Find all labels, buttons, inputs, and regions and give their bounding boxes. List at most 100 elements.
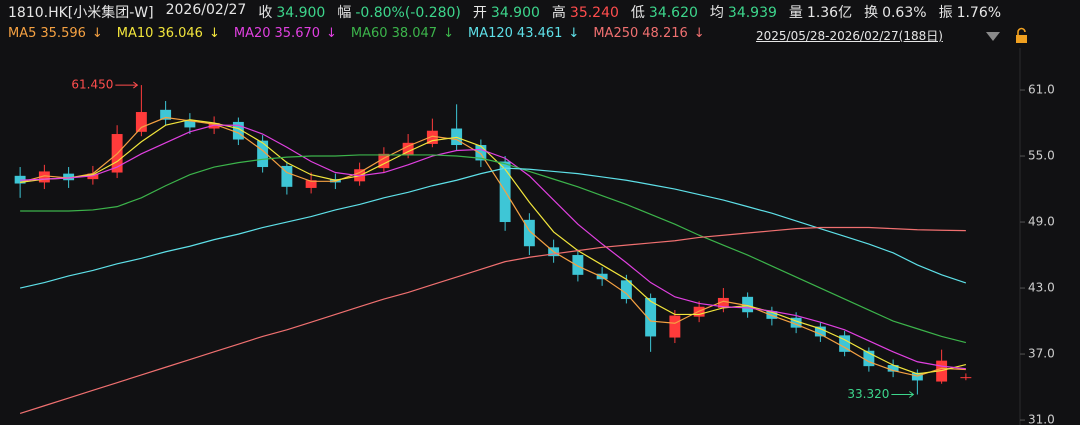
quote-field: 1810.HK[小米集团-W]: [8, 2, 154, 22]
legend-trend: ↓: [443, 26, 454, 41]
candle-body: [232, 121, 244, 140]
quote-text: 2026/02/27: [165, 2, 247, 18]
quote-field: 换 0.63%: [864, 2, 926, 22]
candle-body: [645, 297, 657, 337]
candle-body: [135, 112, 147, 132]
ma-line: [19, 116, 966, 377]
legend-name: MA250: [593, 26, 639, 41]
candle-body: [742, 296, 754, 313]
candle-body: [669, 315, 681, 338]
candle-body: [839, 335, 851, 352]
legend-trend: ↓: [326, 26, 337, 41]
candle-body: [184, 120, 196, 128]
legend-trend: ↓: [568, 26, 580, 41]
legend-item[interactable]: MA20 35.670 ↓: [234, 26, 337, 44]
ma-line: [20, 154, 967, 344]
quote-value: 34.900: [276, 5, 326, 21]
candle-body: [572, 255, 584, 275]
ma-line: [20, 124, 966, 370]
y-tick-label: 37.0: [1028, 347, 1055, 361]
candle-body: [717, 297, 729, 308]
quote-field: 开 34.900: [473, 2, 540, 22]
candle-body: [790, 317, 802, 328]
legend-value: 43.461: [516, 26, 563, 41]
legend-item[interactable]: MA120 43.461 ↓: [468, 26, 579, 44]
legend-trend: ↓: [91, 26, 103, 41]
ma-line: [19, 167, 967, 289]
quote-field: 高 35.240: [552, 2, 619, 22]
quote-header: 1810.HK[小米集团-W] 2026/02/27 收 34.900 幅 -0.80%(…: [8, 2, 1001, 22]
legend-trend: ↓: [693, 26, 705, 41]
candle-body: [620, 280, 632, 300]
quote-text: 1810.HK[小米集团-W]: [8, 5, 154, 21]
y-tick-label: 43.0: [1028, 281, 1055, 295]
candle-body: [475, 145, 487, 161]
legend-value: 35.596: [40, 26, 86, 41]
lock-icon[interactable]: [1016, 27, 1027, 43]
y-tick-label: 55.0: [1028, 149, 1055, 163]
date-range[interactable]: 2025/05/28-2026/02/27(188日): [756, 29, 943, 43]
candle-body: [63, 173, 75, 181]
candle-body: [960, 377, 972, 379]
candle-body: [305, 180, 317, 188]
y-tick-label: 31.0: [1028, 413, 1055, 425]
legend-value: 36.046: [157, 26, 203, 41]
quote-value: 34.900: [490, 5, 540, 21]
candle-body: [523, 219, 535, 247]
legend-item[interactable]: MA250 48.216 ↓: [593, 26, 704, 44]
quote-field: 收 34.900: [258, 2, 325, 22]
candle-body: [257, 140, 269, 168]
y-tick-label: 61.0: [1028, 83, 1055, 97]
candle-body: [38, 171, 50, 183]
quote-field: 振 1.76%: [939, 2, 1001, 22]
quote-value: 34.620: [648, 5, 698, 21]
quote-label: 低: [630, 5, 645, 21]
low-label: 33.320: [847, 387, 889, 401]
legend-item[interactable]: MA5 35.596 ↓: [8, 26, 103, 44]
lock-body: [1016, 35, 1027, 43]
legend-name: MA5: [8, 26, 37, 41]
quote-field: 量 1.36亿: [789, 2, 852, 22]
quote-label: 收: [258, 5, 273, 21]
quote-label: 换: [864, 5, 879, 21]
legend-name: MA10: [116, 26, 154, 41]
legend-item[interactable]: MA60 38.047 ↓: [351, 26, 454, 44]
y-tick-label: 49.0: [1028, 215, 1055, 229]
quote-value: 34.939: [727, 5, 777, 21]
quote-label: 开: [472, 5, 487, 21]
quote-value: 35.240: [569, 5, 619, 21]
legend-name: MA60: [350, 26, 388, 41]
quote-value: 0.63%: [882, 5, 927, 21]
quote-value: -0.80%(-0.280): [355, 5, 461, 21]
candle-body: [814, 326, 826, 337]
legend-trend: ↓: [208, 26, 220, 41]
lock-shackle: [1017, 27, 1026, 35]
candle-body: [160, 109, 172, 120]
low-arrow-head: [909, 391, 915, 398]
candle-body: [887, 365, 899, 372]
quote-field: 2026/02/27: [166, 2, 247, 22]
ma-line: [19, 226, 966, 415]
quote-label: 振: [938, 5, 953, 21]
quote-field: 低 34.620: [631, 2, 698, 22]
quote-field: 均 34.939: [710, 2, 777, 22]
quote-value: 1.76%: [956, 5, 1002, 21]
quote-value: 1.36亿: [806, 5, 853, 21]
legend-item[interactable]: MA10 36.046 ↓: [117, 26, 220, 44]
legend-value: 35.670: [274, 26, 321, 41]
candle-body: [378, 153, 390, 169]
candle-body: [281, 165, 293, 187]
legend-name: MA120: [467, 26, 513, 41]
quote-label: 幅: [337, 5, 352, 21]
candle-body: [863, 350, 875, 367]
ma-legend: MA5 35.596 ↓ MA10 36.046 ↓ MA20 35.670 ↓ MA60 38.0…: [8, 26, 705, 44]
high-arrow-head: [133, 81, 139, 89]
legend-value: 48.216: [642, 26, 688, 41]
dropdown-icon[interactable]: [986, 32, 1000, 41]
candle-body: [426, 130, 438, 144]
legend-value: 38.047: [391, 26, 438, 41]
quote-field: 幅 -0.80%(-0.280): [337, 2, 461, 22]
quote-label: 均: [709, 5, 724, 21]
